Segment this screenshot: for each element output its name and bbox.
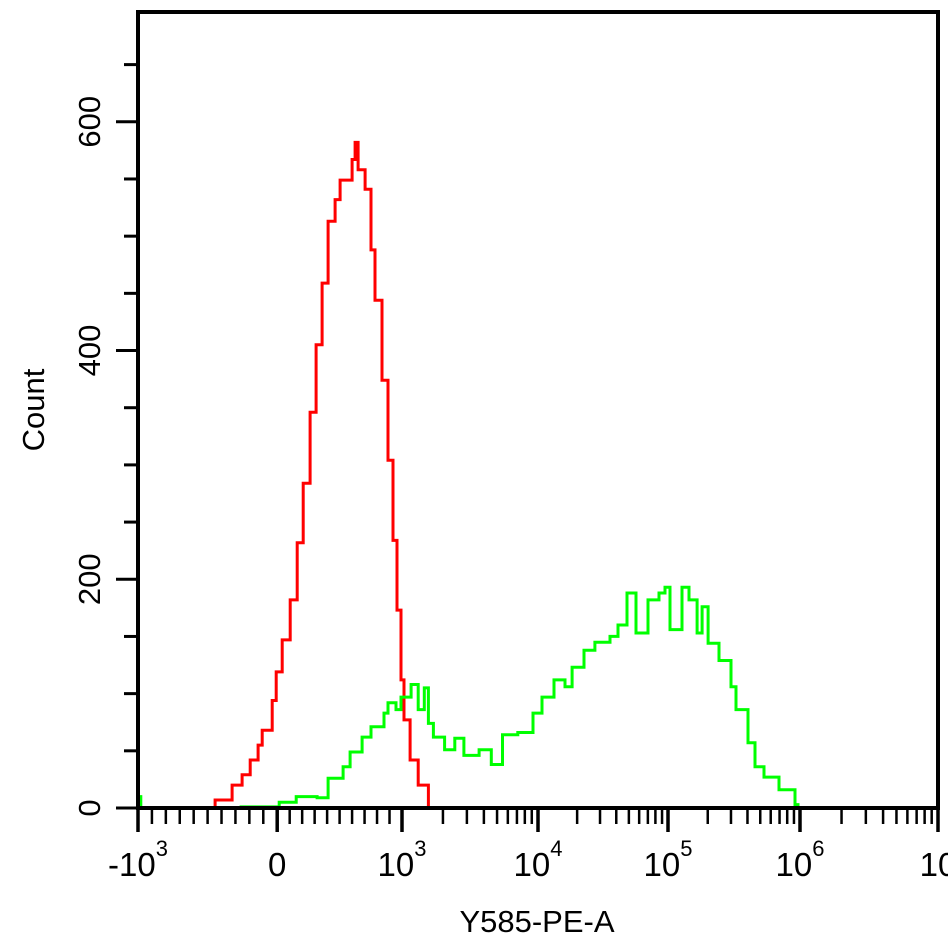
x-axis: -103 0 103 104 105 106 10 bbox=[108, 808, 948, 883]
x-tick-label: 103 bbox=[378, 836, 427, 883]
x-tick-exponent: 5 bbox=[680, 836, 692, 861]
series-layer bbox=[139, 140, 800, 810]
x-tick-exponent: 3 bbox=[414, 836, 426, 861]
y-tick-label: 0 bbox=[72, 799, 107, 816]
x-tick-base: -10 bbox=[108, 846, 156, 883]
series-stained bbox=[139, 585, 800, 810]
x-tick-label: 10 bbox=[920, 846, 948, 883]
y-tick-label: 600 bbox=[72, 96, 107, 148]
y-tick-label: 200 bbox=[72, 553, 107, 605]
x-tick-exponent: 4 bbox=[550, 836, 562, 861]
x-tick-label: -103 bbox=[108, 836, 168, 883]
x-tick-label: 105 bbox=[644, 836, 693, 883]
x-tick-label: 106 bbox=[776, 836, 825, 883]
x-tick-exponent: 6 bbox=[812, 836, 824, 861]
x-tick-label: 0 bbox=[268, 846, 286, 883]
x-tick-base: 10 bbox=[644, 846, 681, 883]
x-tick-base: 10 bbox=[920, 846, 948, 883]
x-tick-base: 10 bbox=[378, 846, 415, 883]
plot-frame bbox=[136, 10, 940, 810]
series-line-control bbox=[200, 140, 430, 810]
x-tick-base: 10 bbox=[514, 846, 551, 883]
y-tick-label: 400 bbox=[72, 325, 107, 377]
x-axis-label: Y585-PE-A bbox=[459, 904, 614, 939]
x-tick-exponent: 3 bbox=[156, 836, 168, 861]
series-control bbox=[200, 140, 430, 810]
x-tick-base: 0 bbox=[268, 846, 286, 883]
x-tick-label: 104 bbox=[514, 836, 563, 883]
y-axis: 0 200 400 600 bbox=[72, 63, 138, 817]
series-line-stained bbox=[139, 585, 800, 810]
y-axis-label: Count bbox=[16, 368, 51, 451]
x-tick-base: 10 bbox=[776, 846, 813, 883]
